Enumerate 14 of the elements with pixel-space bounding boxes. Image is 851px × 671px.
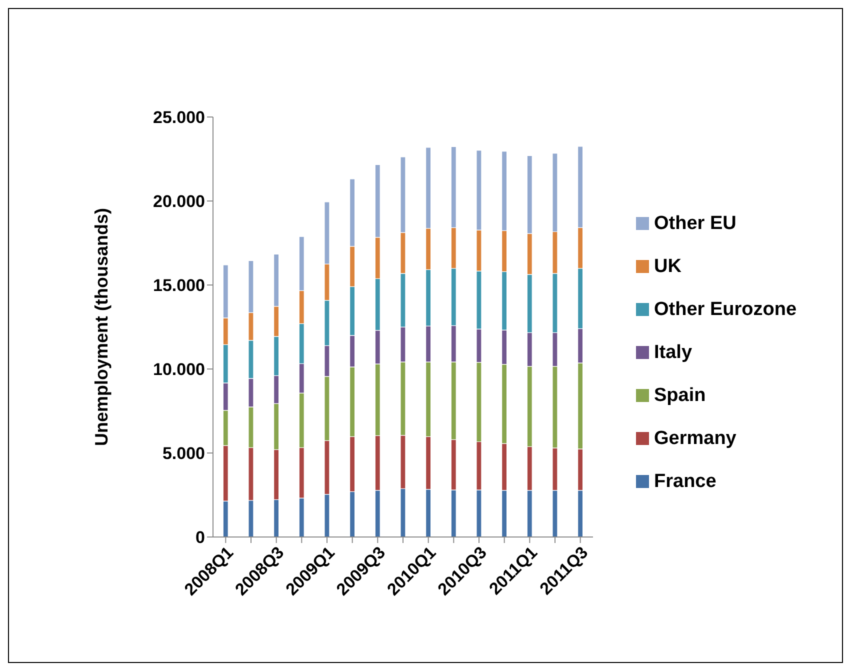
- legend-label: Spain: [654, 384, 706, 406]
- legend-label: Italy: [654, 342, 692, 364]
- y-tick-label: 10.000: [153, 360, 205, 380]
- legend-label: Germany: [654, 428, 736, 450]
- y-tick-label: 20.000: [153, 192, 205, 212]
- legend-label: Other EU: [654, 212, 736, 234]
- y-axis-title: Unemployment (thousands): [91, 208, 112, 446]
- legend-label: Other Eurozone: [654, 298, 797, 320]
- y-tick-label: 0: [196, 528, 205, 548]
- y-tick-label: 25.000: [153, 108, 205, 128]
- y-tick-label: 15.000: [153, 276, 205, 296]
- legend-label: UK: [654, 256, 682, 278]
- y-tick-label: 5.000: [162, 444, 205, 464]
- legend-label: France: [654, 470, 716, 492]
